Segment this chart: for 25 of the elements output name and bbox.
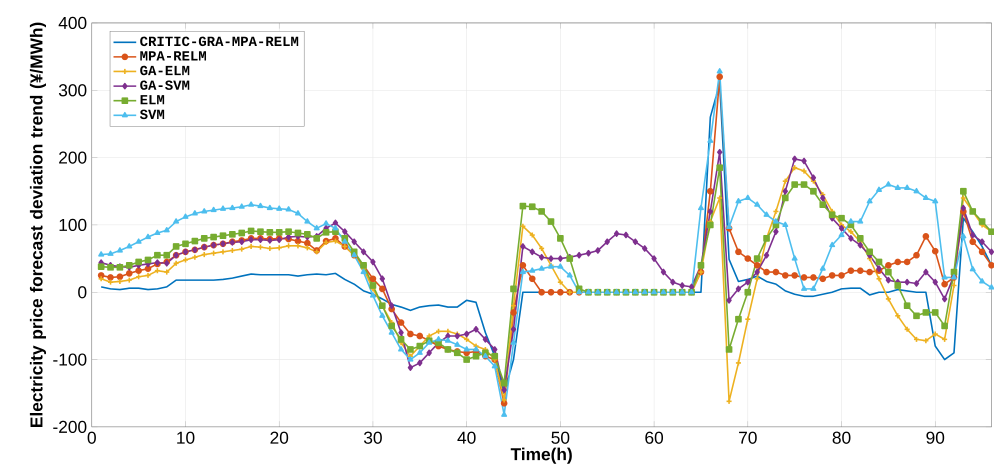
y-tick-label: 300 (58, 84, 86, 96)
legend-label: ELM (140, 95, 164, 104)
x-tick-label: 80 (832, 432, 850, 444)
x-tick-label: 70 (739, 432, 757, 444)
x-tick-label: 50 (551, 432, 570, 444)
legend-label: MPA-RELM (140, 51, 206, 61)
x-tick-label: 90 (926, 432, 944, 444)
y-tick-label: 200 (59, 152, 86, 164)
legend-label: GA-ELM (140, 66, 190, 76)
x-tick-label: 0 (88, 432, 96, 444)
y-tick-label: 400 (58, 16, 86, 30)
x-axis-title: Time(h) (510, 448, 572, 464)
x-tick-label: 10 (177, 432, 194, 444)
legend-label: SVM (140, 110, 164, 120)
y-tick-label: 0 (78, 286, 86, 298)
y-axis-title: Electricity price forecast deviation trend (¥/MWh) (30, 22, 46, 428)
legend-label: CRITIC-GRA-MPA-RELM (140, 36, 298, 46)
legend-label: GA-SVM (140, 80, 190, 90)
x-tick-label: 30 (364, 432, 382, 444)
y-tick-label: -200 (53, 420, 86, 434)
x-tick-label: 60 (645, 432, 664, 444)
y-tick-label: 100 (60, 218, 86, 232)
x-tick-label: 40 (457, 432, 476, 444)
x-tick-label: 20 (270, 432, 288, 444)
y-tick-label: -100 (53, 354, 86, 366)
